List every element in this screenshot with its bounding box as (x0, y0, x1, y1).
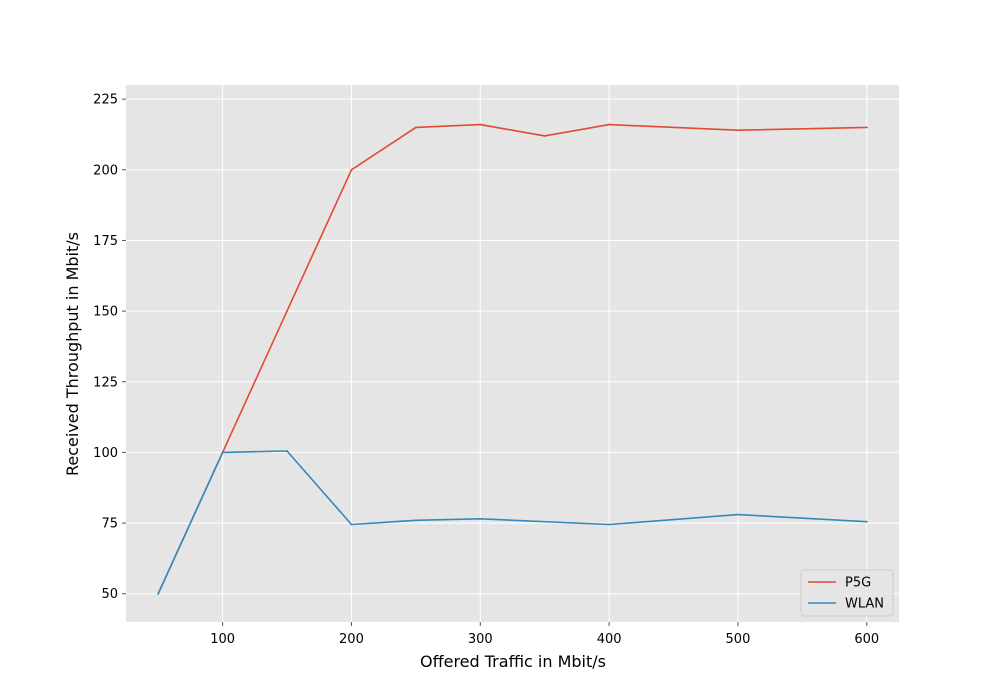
data-point-p5g (286, 310, 288, 313)
x-axis-label: Offered Traffic in Mbit/s (420, 652, 606, 671)
x-tick-label: 300 (468, 632, 493, 647)
y-tick-label: 175 (93, 234, 118, 249)
x-axis-ticks: 100 200 300 400 500 600 (210, 622, 879, 647)
legend-label-p5g: P5G (845, 576, 871, 591)
plot-area (126, 85, 899, 622)
y-tick-label: 50 (101, 587, 118, 602)
y-axis-ticks: 50 75 100 125 150 175 200 225 (93, 93, 126, 602)
data-point-wlan (221, 451, 224, 454)
data-point-wlan (157, 592, 160, 595)
legend: P5G WLAN (800, 569, 894, 617)
plot-background (126, 85, 899, 622)
y-tick-label: 125 (93, 375, 118, 390)
x-tick-label: 600 (854, 632, 879, 647)
y-axis-label: Received Throughput in Mbit/s (63, 232, 82, 476)
data-point-wlan (479, 517, 482, 520)
legend-label-wlan: WLAN (845, 597, 884, 612)
data-point-wlan (737, 513, 739, 516)
data-point-p5g (865, 126, 868, 129)
data-point-p5g (543, 134, 546, 137)
data-point-p5g (737, 129, 739, 132)
x-tick-label: 500 (726, 632, 751, 647)
x-tick-label: 100 (210, 632, 235, 647)
y-tick-label: 100 (93, 446, 118, 461)
y-tick-label: 225 (93, 93, 118, 108)
x-tick-label: 400 (597, 632, 622, 647)
data-point-wlan (350, 523, 353, 526)
x-tick-label: 200 (339, 632, 364, 647)
series-layer (157, 123, 868, 595)
data-point-wlan (608, 523, 611, 526)
data-point-wlan (286, 450, 288, 452)
data-point-wlan (414, 519, 417, 522)
data-point-p5g (608, 123, 611, 126)
y-tick-label: 200 (93, 163, 118, 178)
series-line-p5g (157, 123, 867, 595)
y-tick-label: 150 (93, 305, 118, 320)
data-point-p5g (479, 123, 482, 126)
data-point-p5g (414, 126, 417, 129)
y-tick-label: 75 (101, 517, 118, 532)
data-point-p5g (350, 168, 353, 171)
data-point-wlan (865, 520, 868, 523)
